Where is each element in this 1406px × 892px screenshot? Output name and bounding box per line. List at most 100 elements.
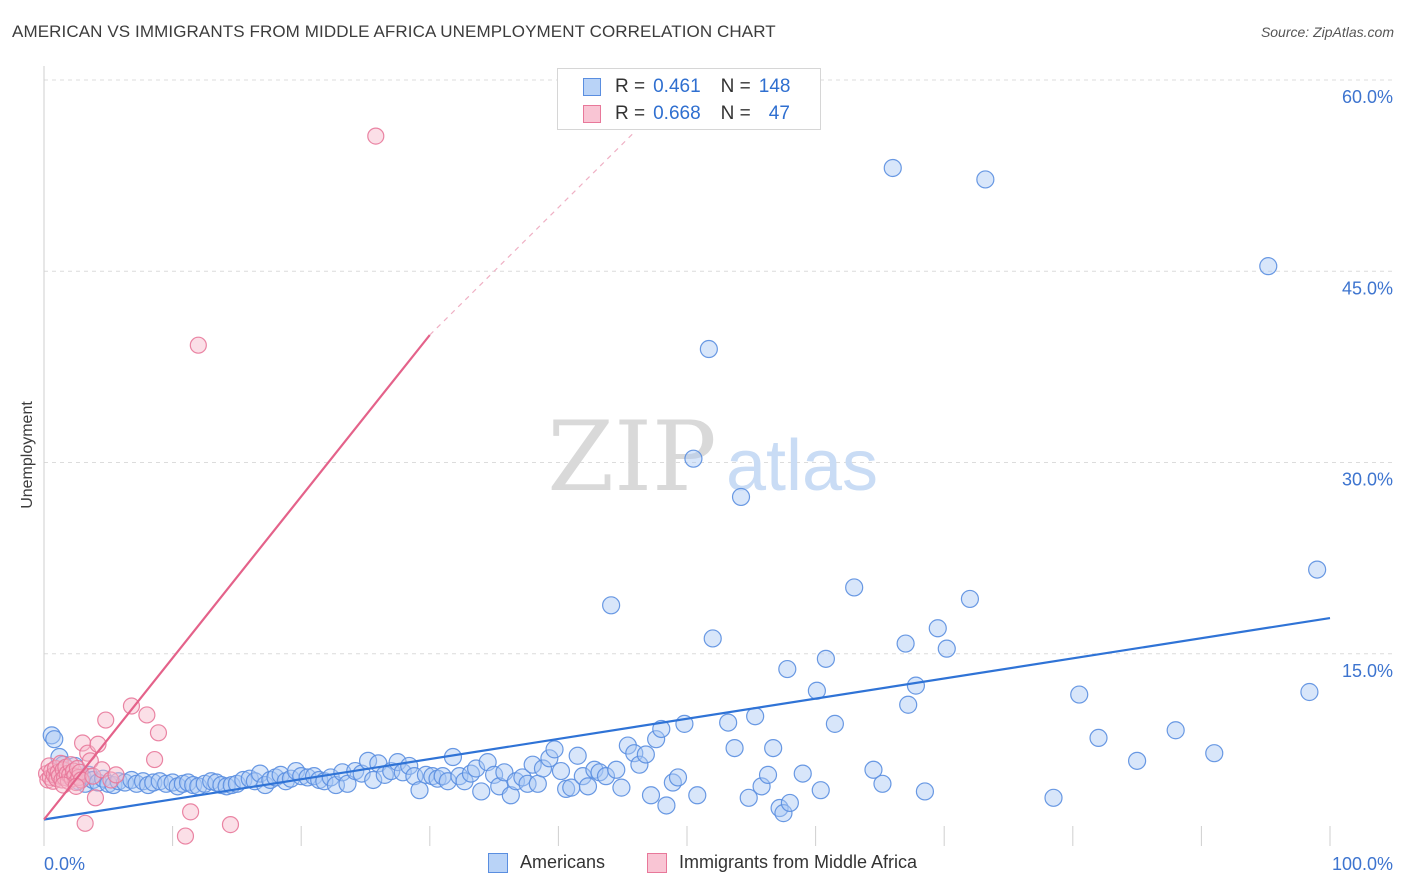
americans-point bbox=[976, 170, 995, 189]
immigrants-r-label: R = bbox=[615, 103, 646, 124]
americans-point bbox=[410, 781, 429, 800]
immigrants-point bbox=[221, 815, 240, 834]
legend-item-americans[interactable]: Americans bbox=[488, 852, 605, 873]
americans-point bbox=[1205, 744, 1224, 763]
americans-point bbox=[668, 768, 688, 787]
watermark-zip: ZIP bbox=[547, 401, 716, 513]
americans-point bbox=[607, 760, 626, 779]
americans-point bbox=[758, 765, 778, 784]
americans-point bbox=[578, 777, 598, 796]
immigrants-point bbox=[86, 789, 105, 807]
americans-point bbox=[1166, 721, 1185, 740]
americans-point bbox=[731, 487, 751, 507]
americans-point bbox=[780, 793, 799, 813]
americans-point bbox=[1089, 728, 1108, 748]
americans-point bbox=[764, 738, 783, 758]
americans-point bbox=[1044, 788, 1063, 807]
americans-point bbox=[1127, 751, 1147, 770]
americans-point bbox=[816, 649, 835, 668]
americans-point bbox=[612, 778, 631, 797]
americans-point bbox=[793, 764, 812, 783]
americans-point bbox=[518, 774, 537, 793]
americans-point bbox=[450, 767, 469, 786]
americans-point bbox=[699, 339, 718, 359]
americans-point bbox=[602, 596, 621, 615]
americans-point bbox=[568, 746, 587, 765]
americans-point bbox=[657, 796, 676, 815]
americans-point bbox=[873, 774, 892, 793]
americans-point bbox=[647, 730, 666, 749]
americans-n-value: 148 bbox=[758, 76, 791, 97]
americans-point bbox=[719, 713, 738, 732]
y-tick-label: 15.0% bbox=[1342, 661, 1393, 681]
immigrants-n-label: N = bbox=[720, 103, 751, 124]
immigrants-trend-line bbox=[43, 334, 431, 821]
immigrants-point bbox=[149, 724, 168, 742]
immigrants-trend-extension bbox=[429, 130, 636, 336]
americans-point bbox=[461, 764, 481, 783]
immigrants-point bbox=[176, 827, 195, 845]
americans-point bbox=[845, 578, 864, 597]
americans-legend-label: Americans bbox=[520, 852, 606, 872]
americans-point bbox=[883, 158, 902, 178]
trend-layer bbox=[43, 130, 1331, 821]
immigrants-n-value: 47 bbox=[768, 103, 790, 124]
americans-point bbox=[139, 775, 158, 795]
y-tick-label: 30.0% bbox=[1342, 470, 1393, 490]
grid-layer bbox=[44, 79, 1395, 655]
immigrants-point bbox=[367, 127, 385, 145]
americans-point bbox=[688, 786, 707, 805]
americans-point bbox=[551, 761, 571, 781]
americans-point bbox=[641, 786, 661, 805]
americans-point bbox=[472, 782, 491, 801]
correlation-legend: R = 0.461 N = 148 R = 0.668 N = 47 bbox=[557, 68, 821, 130]
americans-point bbox=[45, 730, 64, 749]
americans-point bbox=[906, 676, 926, 695]
americans-point bbox=[937, 639, 956, 658]
immigrants-swatch bbox=[583, 105, 601, 123]
americans-point bbox=[1259, 257, 1278, 276]
americans-point bbox=[703, 629, 722, 648]
americans-point bbox=[168, 777, 187, 796]
immigrants-r-value: 0.668 bbox=[653, 103, 701, 124]
americans-point bbox=[811, 781, 830, 800]
americans-point bbox=[540, 749, 559, 768]
americans-swatch bbox=[583, 78, 601, 96]
immigrants-point bbox=[102, 771, 120, 789]
x-tick-label: 100.0% bbox=[1332, 854, 1393, 874]
tick-labels: 15.0% 30.0% 45.0% 60.0% 0.0% 100.0% bbox=[44, 87, 1393, 874]
americans-point bbox=[752, 777, 771, 796]
legend-item-immigrants[interactable]: Immigrants from Middle Africa bbox=[647, 852, 917, 873]
americans-legend-swatch bbox=[488, 852, 508, 873]
americans-point bbox=[899, 695, 918, 714]
immigrants-legend-swatch bbox=[647, 852, 667, 873]
americans-point bbox=[466, 759, 486, 778]
americans-trend-line bbox=[43, 616, 1331, 821]
americans-r-value: 0.461 bbox=[653, 76, 701, 97]
legend-row-immigrants: R = 0.668 N = 47 bbox=[583, 102, 790, 126]
americans-point bbox=[630, 755, 649, 774]
immigrants-point bbox=[145, 750, 164, 769]
americans-point bbox=[684, 449, 703, 468]
legend-row-americans: R = 0.461 N = 148 bbox=[583, 75, 790, 99]
immigrants-point bbox=[97, 711, 115, 729]
americans-point bbox=[250, 764, 270, 783]
americans-point bbox=[596, 767, 616, 786]
chart-title: AMERICAN VS IMMIGRANTS FROM MIDDLE AFRIC… bbox=[12, 22, 776, 41]
americans-point bbox=[528, 774, 547, 793]
americans-point bbox=[652, 719, 671, 739]
y-tick-label: 45.0% bbox=[1342, 278, 1393, 298]
americans-point bbox=[533, 759, 553, 778]
americans-point bbox=[1070, 685, 1089, 704]
americans-point bbox=[725, 738, 744, 758]
americans-point bbox=[523, 755, 542, 774]
americans-point bbox=[364, 770, 383, 790]
americans-point bbox=[636, 745, 655, 764]
immigrants-point bbox=[138, 706, 156, 724]
americans-point bbox=[746, 707, 765, 726]
y-tick-label: 60.0% bbox=[1342, 87, 1393, 107]
americans-point bbox=[625, 744, 644, 763]
americans-n-label: N = bbox=[720, 76, 751, 97]
americans-point bbox=[663, 773, 682, 792]
